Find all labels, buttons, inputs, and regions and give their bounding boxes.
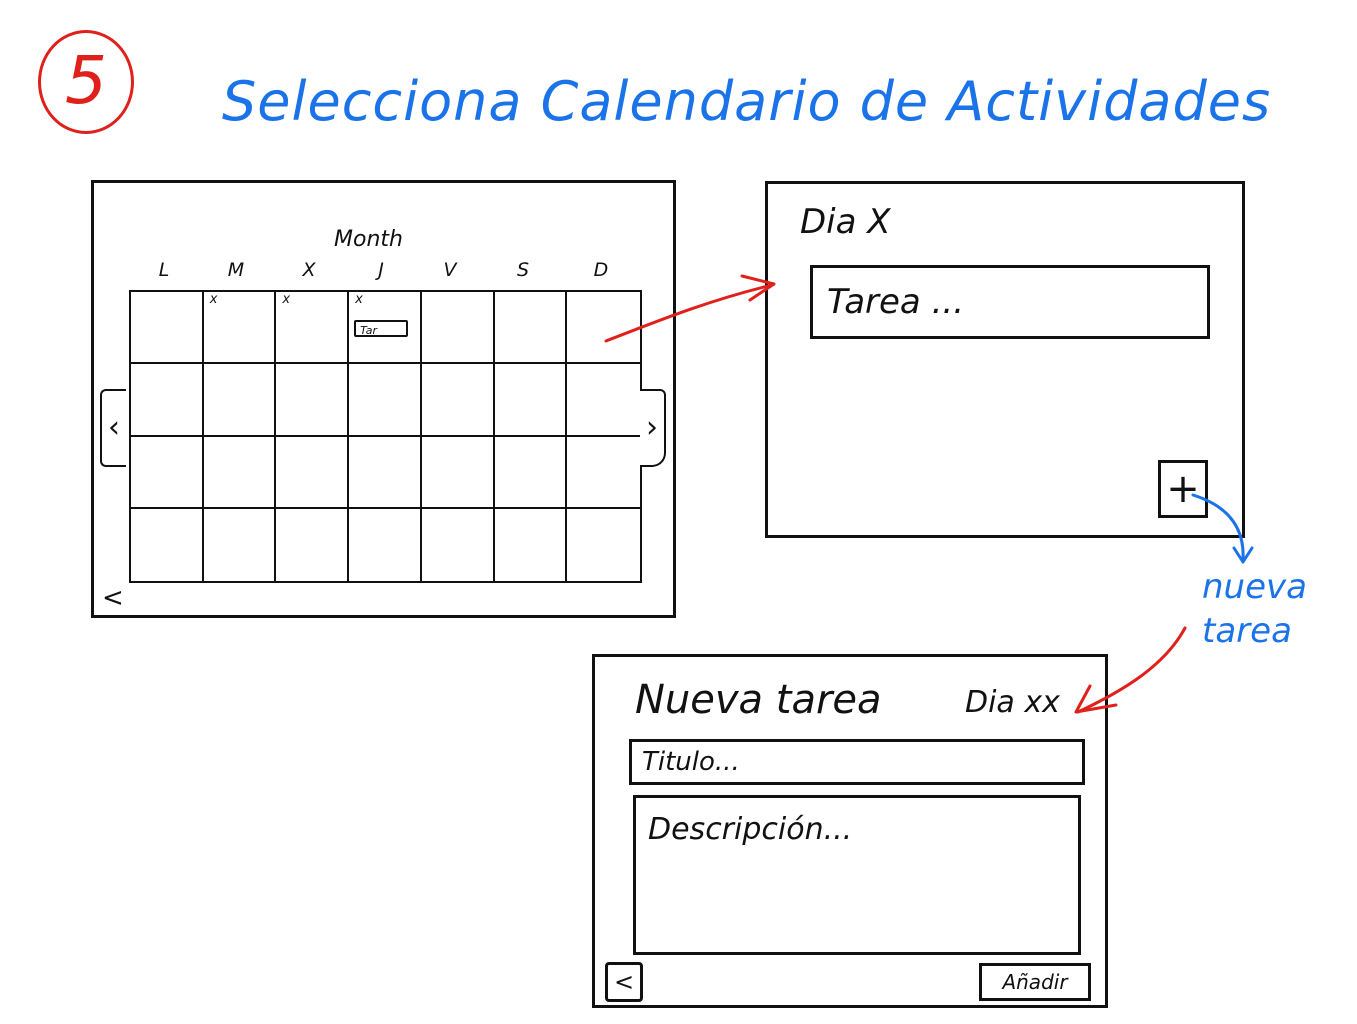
- page-heading: Selecciona Calendario de Actividades: [222, 70, 1272, 133]
- new-task-title: Nueva tarea: [635, 677, 882, 723]
- calendar-grid: x x x Tar: [129, 290, 642, 583]
- back-arrow-icon: <: [613, 968, 635, 996]
- day-header: L: [158, 259, 170, 281]
- calendar-day-cell[interactable]: [567, 509, 640, 581]
- calendar-day-cell[interactable]: [422, 508, 495, 581]
- day-header: M: [227, 259, 245, 281]
- calendar-day-cell[interactable]: [276, 508, 350, 581]
- calendar-day-cell[interactable]: [204, 508, 277, 581]
- chevron-left-icon: ‹: [108, 410, 120, 445]
- calendar-day-cell[interactable]: [494, 364, 568, 437]
- day-mark: x: [355, 292, 363, 307]
- calendar-day-cell[interactable]: [421, 436, 495, 509]
- new-task-day: Dia xx: [965, 685, 1060, 720]
- back-button[interactable]: <: [102, 583, 124, 613]
- calendar-day-cell[interactable]: x: [276, 292, 350, 365]
- task-chip[interactable]: Tar: [354, 320, 409, 337]
- day-header: S: [516, 259, 530, 281]
- calendar-day-cell[interactable]: [349, 364, 422, 437]
- day-title: Dia X: [800, 202, 891, 242]
- back-button[interactable]: <: [605, 962, 643, 1002]
- calendar-day-cell[interactable]: [349, 508, 422, 581]
- calendar-day-cell[interactable]: x Tar: [349, 292, 422, 365]
- arrowhead: [1232, 546, 1254, 564]
- calendar-day-cell[interactable]: [349, 436, 422, 509]
- previous-month-button[interactable]: ‹: [100, 389, 126, 467]
- month-label: Month: [334, 227, 403, 252]
- day-header: X: [302, 259, 316, 281]
- day-header: D: [593, 259, 609, 281]
- task-description-input[interactable]: Descripción...: [633, 795, 1081, 955]
- annotation-line: nueva: [1202, 567, 1307, 607]
- calendar-day-cell[interactable]: [567, 364, 640, 437]
- calendar-day-cell[interactable]: [276, 436, 350, 509]
- plus-icon: +: [1166, 466, 1200, 512]
- next-month-button[interactable]: ›: [640, 389, 666, 467]
- back-arrow-icon: <: [102, 583, 124, 613]
- new-task-screen: Nueva tarea Dia xx Titulo... Descripción…: [592, 654, 1108, 1008]
- calendar-day-cell[interactable]: [276, 364, 350, 437]
- calendar-day-cell[interactable]: [494, 436, 568, 509]
- day-header: V: [443, 259, 457, 281]
- calendar-day-cell[interactable]: [567, 437, 640, 509]
- calendar-day-cell[interactable]: [421, 292, 495, 365]
- annotation-line: tarea: [1202, 611, 1292, 651]
- add-button[interactable]: Añadir: [979, 963, 1091, 1001]
- calendar-day-cell[interactable]: [421, 364, 495, 437]
- task-list-item[interactable]: Tarea ...: [810, 265, 1210, 339]
- calendar-day-cell[interactable]: [203, 364, 277, 437]
- task-title-input[interactable]: Titulo...: [629, 739, 1085, 785]
- day-header: J: [378, 259, 384, 281]
- calendar-day-cell[interactable]: [567, 292, 640, 365]
- calendar-day-cell[interactable]: [131, 508, 204, 581]
- calendar-day-cell[interactable]: [131, 364, 204, 437]
- calendar-day-cell[interactable]: [131, 292, 204, 365]
- annotation-new-task: nueva tarea: [1202, 565, 1352, 653]
- day-screen: Dia X Tarea ... +: [765, 181, 1245, 538]
- calendar-screen: Month L M X J V S D x x x Tar ‹ › <: [91, 180, 676, 618]
- day-mark: x: [209, 292, 218, 307]
- calendar-day-cell[interactable]: [203, 436, 277, 509]
- calendar-day-cell[interactable]: [495, 508, 568, 581]
- calendar-day-cell[interactable]: x: [203, 292, 277, 365]
- add-task-button[interactable]: +: [1158, 460, 1208, 518]
- day-mark: x: [282, 292, 291, 307]
- chevron-right-icon: ›: [646, 410, 658, 445]
- calendar-day-cell[interactable]: [131, 436, 204, 509]
- calendar-day-cell[interactable]: [494, 292, 568, 365]
- step-number-badge: 5: [38, 30, 134, 134]
